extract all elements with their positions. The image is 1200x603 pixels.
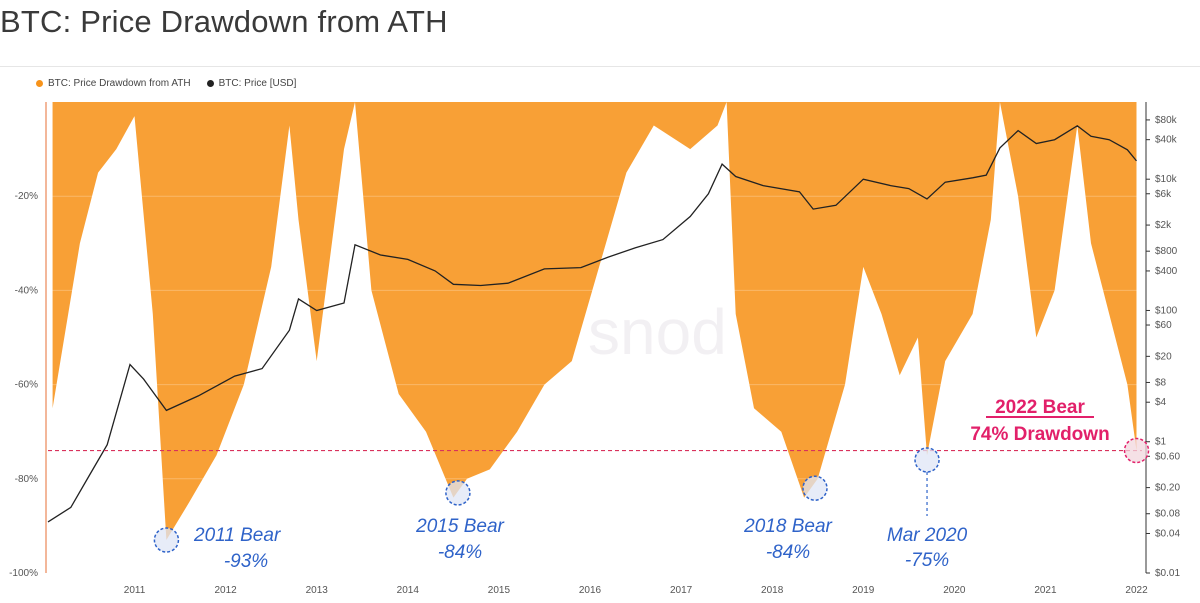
y-left-tick-label: -20% bbox=[15, 191, 38, 202]
y-right-tick-label: $10k bbox=[1155, 174, 1178, 185]
x-tick-label: 2017 bbox=[670, 585, 693, 596]
annotation-2022-bear-value: 74% Drawdown bbox=[970, 424, 1109, 445]
axis-layer: -20% -40% -60% -80% -100% $80k $40k $10k $6k $2k $… bbox=[9, 102, 1180, 596]
annotation-2015-bear-value: -84% bbox=[438, 542, 482, 563]
y-right-tick-label: $40k bbox=[1155, 135, 1178, 146]
marker-2018-bear bbox=[802, 475, 828, 501]
page-title: BTC: Price Drawdown from ATH bbox=[0, 4, 448, 39]
annotation-mar-2020-title: Mar 2020 bbox=[887, 525, 968, 546]
legend-item-drawdown[interactable]: BTC: Price Drawdown from ATH bbox=[36, 78, 191, 89]
chart-legend: BTC: Price Drawdown from ATH BTC: Price … bbox=[36, 78, 296, 89]
y-left-tick-label: -60% bbox=[15, 380, 38, 391]
y-right-tick-label: $0.20 bbox=[1155, 483, 1180, 494]
x-tick-label: 2015 bbox=[488, 585, 511, 596]
drawdown-area bbox=[52, 102, 1137, 540]
annotation-2015-bear-title: 2015 Bear bbox=[415, 516, 504, 537]
legend-label-price: BTC: Price [USD] bbox=[218, 78, 297, 89]
x-tick-label: 2018 bbox=[761, 585, 784, 596]
annotation-2018-bear-value: -84% bbox=[766, 542, 810, 563]
y-right-tick-label: $8 bbox=[1155, 377, 1167, 388]
y-right-tick-label: $2k bbox=[1155, 220, 1172, 231]
drawdown-area-layer bbox=[52, 102, 1137, 540]
y-right-tick-label: $60 bbox=[1155, 320, 1172, 331]
marker-mar-2020 bbox=[914, 447, 940, 473]
y-right-tick-label: $0.60 bbox=[1155, 451, 1180, 462]
y-left-tick-label: -100% bbox=[9, 568, 38, 579]
marker-2015-bear bbox=[445, 480, 471, 506]
y-right-tick-label: $800 bbox=[1155, 246, 1178, 257]
y-right-tick-label: $0.01 bbox=[1155, 568, 1180, 579]
gridline-layer bbox=[48, 195, 1142, 574]
x-tick-label: 2011 bbox=[124, 585, 146, 596]
x-tick-label: 2019 bbox=[852, 585, 875, 596]
legend-label-drawdown: BTC: Price Drawdown from ATH bbox=[48, 78, 191, 89]
x-tick-label: 2020 bbox=[943, 585, 966, 596]
legend-swatch-drawdown bbox=[36, 80, 43, 87]
y-left-tick-label: -80% bbox=[15, 474, 38, 485]
annotation-layer: 2011 Bear -93% 2015 Bear -84% 2018 Bear -84% M… bbox=[48, 397, 1150, 572]
watermark: snod bbox=[588, 296, 727, 368]
y-right-tick-label: $20 bbox=[1155, 351, 1172, 362]
annotation-2022-bear-title: 2022 Bear bbox=[995, 397, 1085, 418]
x-tick-label: 2012 bbox=[215, 585, 238, 596]
y-left-tick-label: -40% bbox=[15, 285, 38, 296]
y-right-tick-label: $400 bbox=[1155, 266, 1178, 277]
marker-2022-bear bbox=[1123, 437, 1150, 464]
y-right-tick-label: $6k bbox=[1155, 189, 1172, 200]
x-tick-label: 2013 bbox=[306, 585, 329, 596]
y-right-tick-label: $1 bbox=[1155, 437, 1167, 448]
x-tick-label: 2016 bbox=[579, 585, 602, 596]
y-right-tick-label: $100 bbox=[1155, 305, 1178, 316]
y-right-tick-label: $80k bbox=[1155, 115, 1178, 126]
marker-2011-bear bbox=[153, 527, 180, 553]
annotation-2018-bear-title: 2018 Bear bbox=[743, 516, 832, 537]
annotation-mar-2020-value: -75% bbox=[905, 550, 949, 571]
price-line bbox=[47, 125, 1138, 523]
chart-panel bbox=[0, 66, 1200, 603]
annotation-2011-bear-title: 2011 Bear bbox=[193, 525, 281, 546]
annotation-2011-bear-value: -93% bbox=[224, 551, 268, 572]
y-right-tick-label: $0.08 bbox=[1155, 509, 1180, 520]
legend-swatch-price bbox=[206, 80, 214, 87]
y-right-tick-label: $0.04 bbox=[1155, 528, 1180, 539]
x-tick-label: 2022 bbox=[1125, 585, 1148, 596]
y-right-tick-label: $4 bbox=[1155, 397, 1167, 408]
price-line-layer bbox=[47, 125, 1138, 523]
legend-item-price[interactable]: BTC: Price [USD] bbox=[206, 78, 297, 89]
x-tick-label: 2014 bbox=[397, 585, 420, 596]
x-tick-label: 2021 bbox=[1034, 585, 1057, 596]
